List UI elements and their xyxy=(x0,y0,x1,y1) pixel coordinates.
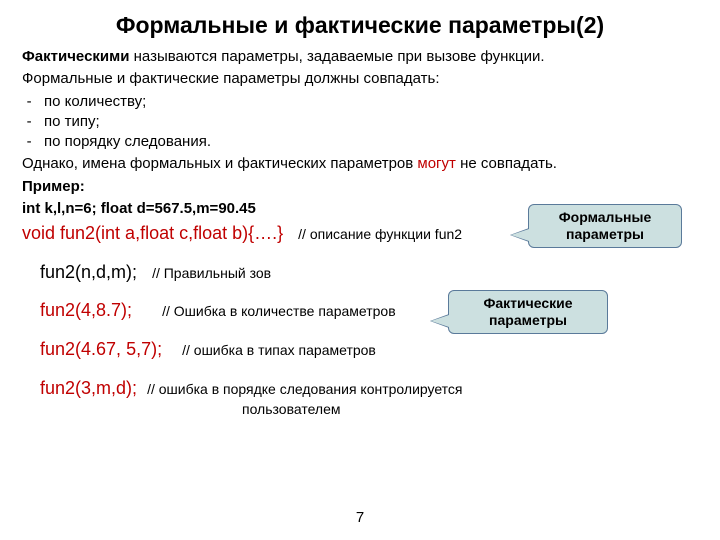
callout-text-l2: параметры xyxy=(566,226,644,242)
code-comment: // ошибка в типах параметров xyxy=(182,342,376,358)
code-line: fun2(3,m,d); // ошибка в порядке следова… xyxy=(22,378,698,399)
slide: Формальные и фактические параметры(2) Фа… xyxy=(0,0,720,540)
code-comment: // описание функции fun2 xyxy=(298,226,462,242)
callout-tail xyxy=(511,229,529,241)
code-line: fun2(n,d,m); // Правильный зов xyxy=(22,262,698,283)
however-pre: Однако, имена формальных и фактических п… xyxy=(22,155,417,172)
intro-rest: называются параметры, задаваемые при выз… xyxy=(129,48,544,65)
code-comment-cont-text: пользователем xyxy=(242,401,341,417)
bullet-item: по количеству; xyxy=(40,92,698,112)
page-number: 7 xyxy=(0,509,720,526)
intro-paragraph: Фактическими называются параметры, задав… xyxy=(22,47,698,67)
declaration-text: int k,l,n=6; float d=567.5,m=90.45 xyxy=(22,200,256,217)
however-line: Однако, имена формальных и фактических п… xyxy=(22,154,698,174)
code-comment: // Ошибка в количестве параметров xyxy=(162,303,396,319)
bullet-item: по типу; xyxy=(40,112,698,132)
callout-text-l1: Формальные xyxy=(559,209,652,225)
code-line: fun2(4.67, 5,7); // ошибка в типах парам… xyxy=(22,339,698,360)
slide-title: Формальные и фактические параметры(2) xyxy=(22,12,698,39)
code-comment: // Правильный зов xyxy=(152,265,271,281)
callout-formal-params: Формальные параметры xyxy=(528,204,682,248)
code-text: void fun2(int a,float c,float b){….} xyxy=(22,223,283,243)
callout-actual-params: Фактические параметры xyxy=(448,290,608,334)
callout-text-l1: Фактические xyxy=(483,295,572,311)
example-label-text: Пример: xyxy=(22,178,85,195)
code-comment: // ошибка в порядке следования контролир… xyxy=(147,381,462,397)
however-post: не совпадать. xyxy=(456,155,557,172)
must-match-line: Формальные и фактические параметры должн… xyxy=(22,69,698,89)
code-text: fun2(3,m,d); xyxy=(40,378,137,398)
callout-text-l2: параметры xyxy=(489,312,567,328)
bullet-item: по порядку следования. xyxy=(40,132,698,152)
intro-bold: Фактическими xyxy=(22,48,129,65)
match-bullets: по количеству; по типу; по порядку следо… xyxy=(22,92,698,153)
callout-tail xyxy=(431,315,449,327)
code-text: fun2(n,d,m); xyxy=(40,262,137,282)
however-red: могут xyxy=(417,155,456,172)
example-label: Пример: xyxy=(22,177,698,197)
code-text: fun2(4,8.7); xyxy=(40,300,132,320)
code-comment-cont: пользователем xyxy=(22,398,698,419)
code-text: fun2(4.67, 5,7); xyxy=(40,339,162,359)
